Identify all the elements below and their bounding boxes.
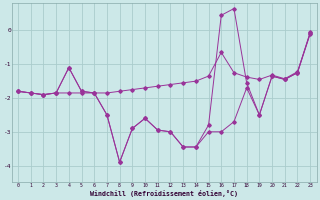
X-axis label: Windchill (Refroidissement éolien,°C): Windchill (Refroidissement éolien,°C) <box>90 190 238 197</box>
